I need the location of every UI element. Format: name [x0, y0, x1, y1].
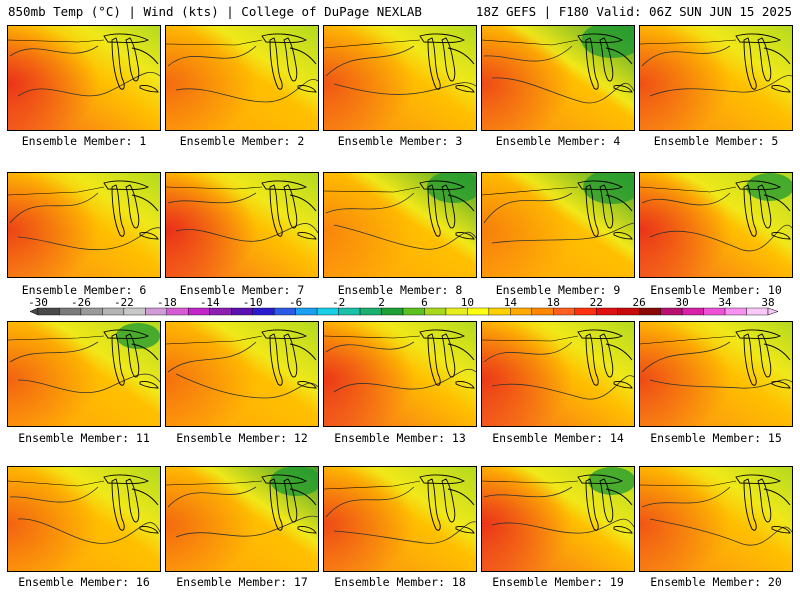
colorbar-tick-label: 22: [590, 296, 603, 309]
colorbar-swatch: [445, 307, 468, 316]
colorbar-tick-label: 38: [761, 296, 774, 309]
colorbar-swatch: [80, 307, 103, 316]
colorbar-tick-label: 34: [718, 296, 732, 309]
ensemble-member-label: Ensemble Member: 16: [18, 575, 150, 589]
ensemble-member-label: Ensemble Member: 7: [179, 283, 305, 297]
colorbar-tick-label: -30: [28, 296, 48, 309]
ensemble-member-map: [481, 25, 635, 131]
ensemble-member-map: [323, 172, 477, 278]
ensemble-member-map: [7, 172, 161, 278]
colorbar-tick-label: 6: [421, 296, 428, 309]
colorbar-swatch: [295, 307, 318, 316]
colorbar-swatch: [102, 307, 125, 316]
ensemble-member-map: [639, 172, 793, 278]
colorbar-swatch: [188, 307, 210, 316]
colorbar-swatch: [596, 307, 618, 316]
colorbar-tick-label: -22: [114, 296, 134, 309]
ensemble-member-label: Ensemble Member: 12: [176, 431, 308, 445]
ensemble-member-map: [7, 466, 161, 572]
ensemble-member-map: [481, 321, 635, 427]
ensemble-member-label: Ensemble Member: 10: [650, 283, 782, 297]
ensemble-member-map: [165, 172, 319, 278]
colorbar-swatch: [681, 307, 704, 316]
ensemble-member-map: [165, 25, 319, 131]
colorbar-swatch: [59, 307, 82, 316]
ensemble-member-map: [323, 25, 477, 131]
ensemble-member-label: Ensemble Member: 5: [653, 134, 779, 148]
colorbar-tick-label: 30: [675, 296, 688, 309]
colorbar-swatch: [231, 307, 253, 316]
ensemble-member-map: [481, 172, 635, 278]
colorbar-swatch: [166, 307, 189, 316]
ensemble-member-label: Ensemble Member: 4: [495, 134, 621, 148]
colorbar-swatch: [617, 307, 640, 316]
colorbar-tick-label: -26: [71, 296, 91, 309]
ensemble-member-label: Ensemble Member: 17: [176, 575, 308, 589]
ensemble-member-label: Ensemble Member: 19: [492, 575, 624, 589]
ensemble-member-label: Ensemble Member: 18: [334, 575, 466, 589]
colorbar-tick-label: -10: [243, 296, 263, 309]
colorbar-swatch: [145, 307, 168, 316]
ensemble-member-label: Ensemble Member: 15: [650, 431, 782, 445]
colorbar-swatch: [209, 307, 232, 316]
ensemble-member-label: Ensemble Member: 14: [492, 431, 624, 445]
ensemble-member-label: Ensemble Member: 8: [337, 283, 463, 297]
ensemble-member-label: Ensemble Member: 13: [334, 431, 466, 445]
colorbar-tick-label: -18: [157, 296, 177, 309]
ensemble-member-label: Ensemble Member: 2: [179, 134, 305, 148]
colorbar-swatch: [359, 307, 382, 316]
ensemble-member-map: [323, 466, 477, 572]
colorbar-swatch: [123, 307, 146, 316]
colorbar-swatch: [37, 307, 60, 316]
colorbar-swatch: [553, 307, 575, 316]
ensemble-member-label: Ensemble Member: 9: [495, 283, 621, 297]
colorbar-swatch: [746, 307, 769, 316]
colorbar-tick-label: -14: [200, 296, 220, 309]
colorbar-swatch: [510, 307, 533, 316]
run-valid-time: 18Z GEFS | F180 Valid: 06Z SUN JUN 15 20…: [475, 4, 792, 19]
ensemble-member-map: [7, 25, 161, 131]
colorbar-tick-label: 14: [504, 296, 518, 309]
colorbar-tick-label: 10: [461, 296, 474, 309]
ensemble-member-map: [481, 466, 635, 572]
ensemble-member-label: Ensemble Member: 1: [21, 134, 147, 148]
ensemble-member-map: [7, 321, 161, 427]
colorbar-tick-label: 26: [633, 296, 646, 309]
colorbar-tick-label: -6: [289, 296, 302, 309]
colorbar-swatch: [402, 307, 425, 316]
colorbar-swatch: [638, 307, 661, 316]
ensemble-member-label: Ensemble Member: 20: [650, 575, 782, 589]
ensemble-member-label: Ensemble Member: 6: [21, 283, 147, 297]
colorbar-swatch: [252, 307, 275, 316]
colorbar-tick-label: -2: [332, 296, 345, 309]
colorbar-tick-label: 18: [547, 296, 560, 309]
colorbar-swatch: [488, 307, 511, 316]
colorbar-swatch: [703, 307, 726, 316]
colorbar-swatch: [660, 307, 683, 316]
ensemble-member-label: Ensemble Member: 11: [18, 431, 150, 445]
colorbar-swatch: [381, 307, 404, 316]
colorbar-swatch: [424, 307, 447, 316]
colorbar-swatch: [338, 307, 361, 316]
colorbar-swatch: [724, 307, 747, 316]
ensemble-member-map: [639, 321, 793, 427]
map-title: 850mb Temp (°C) | Wind (kts) | College o…: [8, 4, 422, 19]
ensemble-member-map: [323, 321, 477, 427]
ensemble-member-map: [639, 466, 793, 572]
ensemble-member-label: Ensemble Member: 3: [337, 134, 463, 148]
colorbar-swatch: [316, 307, 339, 316]
ensemble-member-map: [165, 321, 319, 427]
colorbar-tick-label: 2: [378, 296, 385, 309]
colorbar-swatch: [467, 307, 490, 316]
ensemble-member-map: [639, 25, 793, 131]
temperature-colorbar: -30 -26 -22 -18 -14 -10 -6 -2 2 6 10 14 18 22 26 30 34 38…: [28, 296, 779, 316]
colorbar-swatch: [531, 307, 554, 316]
colorbar-swatch: [273, 307, 296, 316]
colorbar-swatch: [574, 307, 597, 316]
ensemble-member-map: [165, 466, 319, 572]
